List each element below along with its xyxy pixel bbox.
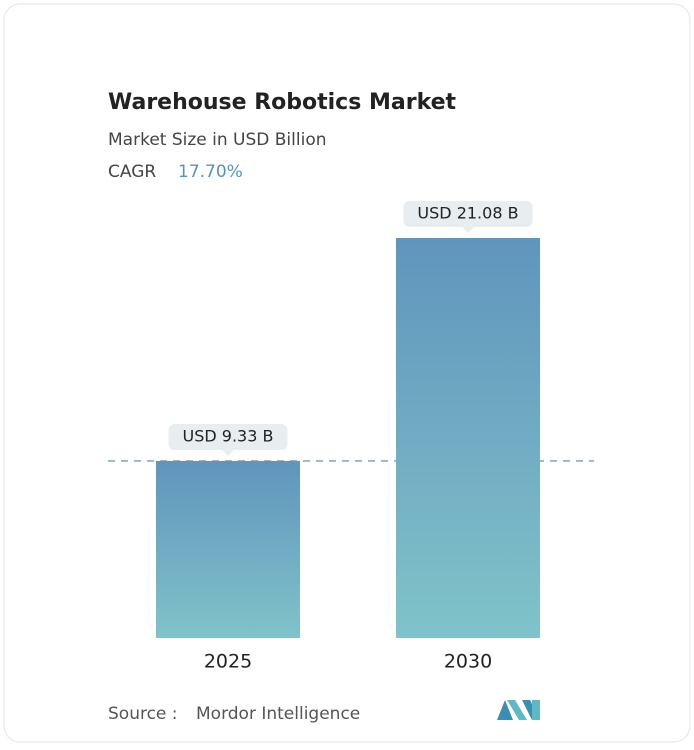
cagr-value: 17.70% <box>178 162 243 182</box>
source: Mordor Intelligence <box>196 704 360 724</box>
x-tick-label: 2025 <box>204 651 252 673</box>
value-label-box <box>168 423 288 456</box>
bar <box>396 238 540 638</box>
cagr-label: CAGR <box>108 162 156 182</box>
chart-title: Warehouse Robotics Market <box>108 90 457 115</box>
chart-subtitle: Market Size in USD Billion <box>108 130 327 150</box>
value-label: USD 9.33 B <box>183 426 274 445</box>
logo <box>497 700 540 720</box>
bar <box>156 460 300 638</box>
source-label: Source : <box>108 704 178 724</box>
value-label: USD 21.08 B <box>417 204 518 223</box>
x-tick-label: 2030 <box>444 651 492 673</box>
value-label-box <box>403 201 533 233</box>
